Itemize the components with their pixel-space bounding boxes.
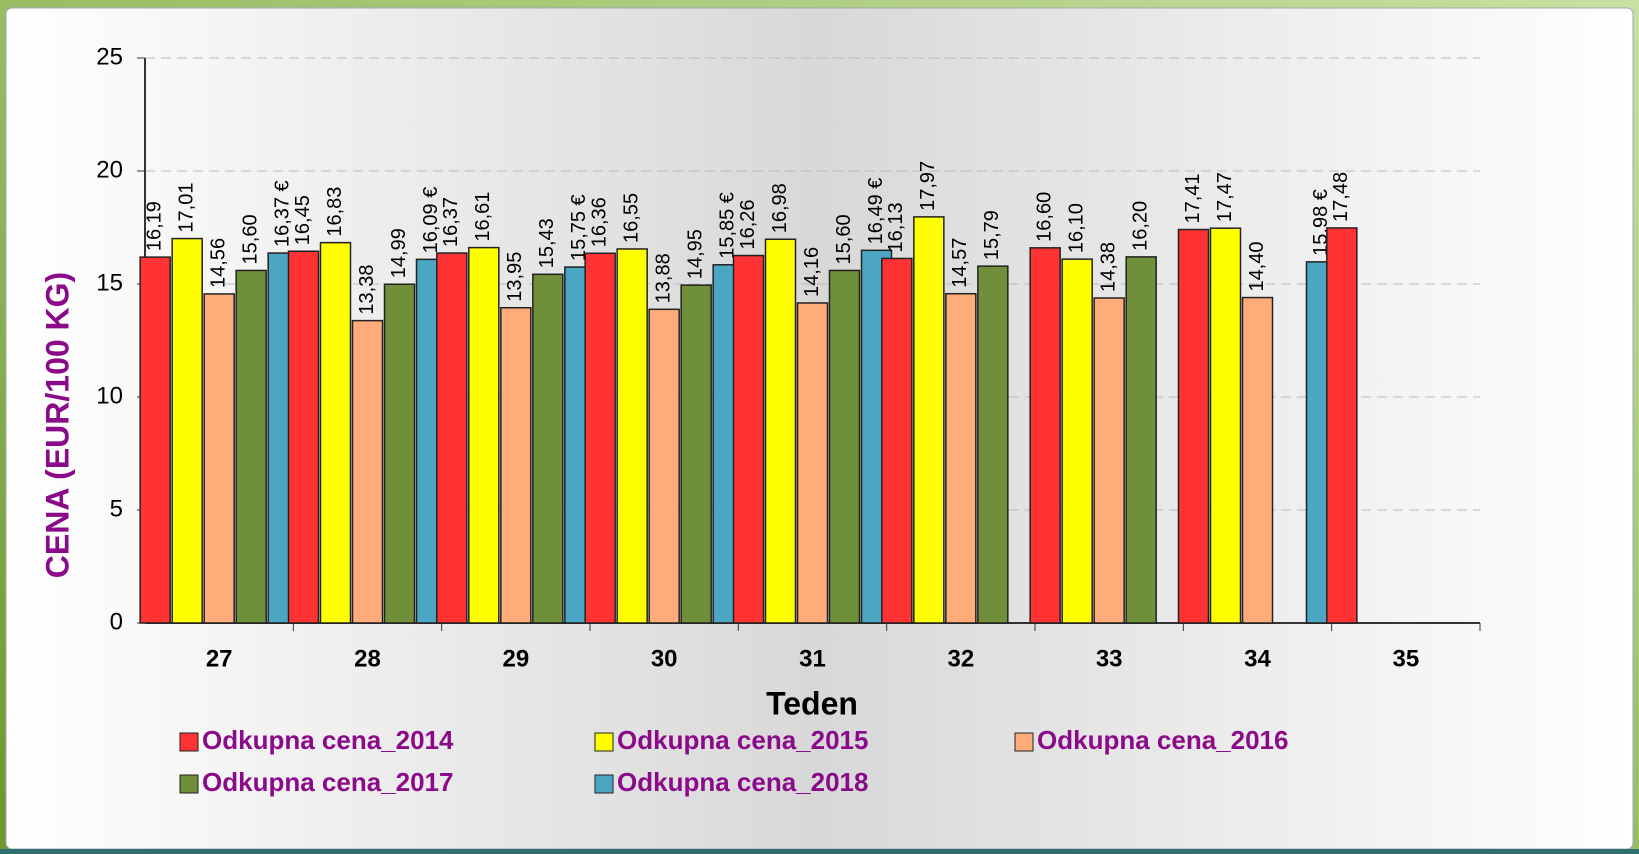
value-label: 17,48 xyxy=(1330,172,1352,222)
x-axis-title: Teden xyxy=(766,685,858,721)
value-label: 16,13 xyxy=(885,202,907,252)
value-label: 16,26 xyxy=(737,199,759,249)
bar xyxy=(796,302,829,624)
bar xyxy=(828,269,861,624)
value-label: 17,41 xyxy=(1182,173,1204,223)
bar xyxy=(500,306,532,624)
x-tick-label: 35 xyxy=(1392,645,1419,672)
value-label: 17,01 xyxy=(175,183,197,233)
value-label: 16,55 xyxy=(620,193,642,243)
legend-label: Odkupna cena_2018 xyxy=(617,767,868,797)
value-label: 15,60 xyxy=(833,214,855,264)
y-axis-title: CENA (EUR/100 KG) xyxy=(39,272,75,578)
x-tick-label: 34 xyxy=(1244,645,1271,672)
value-label: 13,88 xyxy=(652,253,674,303)
bar xyxy=(945,292,977,624)
value-label: 14,56 xyxy=(207,238,229,288)
bar xyxy=(764,238,797,624)
value-label: 16,60 xyxy=(1033,192,1055,242)
value-label: 14,57 xyxy=(949,238,971,288)
value-label: 16,83 xyxy=(324,187,346,237)
bar xyxy=(1125,256,1157,624)
value-label: 16,09 € xyxy=(420,187,442,254)
value-label: 14,38 xyxy=(1097,242,1119,292)
value-label: 17,97 xyxy=(917,161,939,211)
value-label: 16,37 € xyxy=(271,180,293,247)
bar xyxy=(383,283,416,624)
value-label: 14,16 xyxy=(801,247,823,297)
bar xyxy=(1241,296,1274,624)
x-tick-label: 28 xyxy=(354,645,381,672)
legend-swatch xyxy=(594,774,614,794)
bar xyxy=(203,293,235,624)
bar xyxy=(468,246,500,624)
value-label: 16,20 xyxy=(1129,201,1151,251)
bar xyxy=(139,256,171,624)
bar xyxy=(1093,297,1125,624)
legend-label: Odkupna cena_2014 xyxy=(202,725,454,755)
legend-swatch xyxy=(179,774,199,794)
x-tick-label: 30 xyxy=(651,645,678,672)
value-label: 15,85 € xyxy=(716,192,738,259)
legend-label: Odkupna cena_2016 xyxy=(1037,725,1288,755)
value-label: 16,98 xyxy=(769,183,791,233)
bar xyxy=(648,308,680,624)
value-label: 16,10 xyxy=(1065,203,1087,253)
value-label: 16,36 xyxy=(588,197,610,247)
x-tick-label: 32 xyxy=(947,645,974,672)
x-tick-label: 27 xyxy=(206,645,233,672)
bar xyxy=(680,284,712,624)
x-tick-label: 31 xyxy=(799,645,826,672)
bar xyxy=(319,241,352,624)
bar xyxy=(351,319,384,624)
value-label: 14,99 xyxy=(388,228,410,278)
bar xyxy=(977,265,1009,624)
value-label: 14,95 xyxy=(684,229,706,279)
legend-swatch xyxy=(594,732,614,752)
value-label: 14,40 xyxy=(1246,241,1268,291)
value-label: 17,47 xyxy=(1214,172,1236,222)
y-tick-label: 5 xyxy=(110,495,123,522)
bar xyxy=(616,248,648,624)
bar xyxy=(287,250,320,624)
bar xyxy=(732,254,765,624)
value-label: 16,49 € xyxy=(865,178,887,245)
value-label: 15,43 xyxy=(536,218,558,268)
bar xyxy=(1209,227,1242,624)
value-label: 16,19 xyxy=(143,201,165,251)
legend-swatch xyxy=(1014,732,1034,752)
bar xyxy=(532,273,564,624)
y-tick-label: 15 xyxy=(96,269,123,296)
bar xyxy=(881,257,913,624)
bar xyxy=(584,252,616,624)
bar xyxy=(436,252,468,624)
x-tick-label: 33 xyxy=(1096,645,1123,672)
value-label: 16,37 xyxy=(440,197,462,247)
bar xyxy=(1326,227,1358,624)
bar xyxy=(235,269,267,624)
y-tick-label: 10 xyxy=(96,382,123,409)
value-label: 16,45 xyxy=(292,195,314,245)
bar xyxy=(171,237,203,624)
value-label: 13,38 xyxy=(356,265,378,315)
legend-swatch xyxy=(179,732,199,752)
value-label: 15,60 xyxy=(239,214,261,264)
legend-label: Odkupna cena_2015 xyxy=(617,725,868,755)
value-label: 15,75 € xyxy=(568,194,590,261)
value-label: 13,95 xyxy=(504,252,526,302)
y-tick-label: 0 xyxy=(110,608,123,635)
value-label: 16,61 xyxy=(472,192,494,242)
bar xyxy=(1177,228,1210,624)
y-tick-label: 20 xyxy=(96,156,123,183)
legend-label: Odkupna cena_2017 xyxy=(202,767,453,797)
bar xyxy=(1029,247,1061,624)
value-label: 15,79 xyxy=(981,210,1003,260)
bar xyxy=(1061,258,1093,624)
y-tick-label: 25 xyxy=(96,43,123,70)
bar xyxy=(913,216,945,624)
x-tick-label: 29 xyxy=(502,645,529,672)
